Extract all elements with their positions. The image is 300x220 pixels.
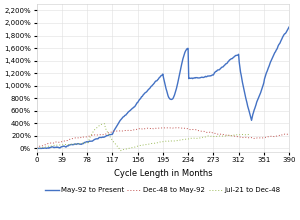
Line: Dec-48 to May-92: Dec-48 to May-92 (37, 128, 289, 148)
May-92 to Present (272, 54, 275, 57)
Dec-48 to May-92 (272, 135, 276, 138)
May-92 to Present (199, 76, 202, 79)
May-92 to Present (91, 139, 95, 142)
May-92 to Present (256, 98, 260, 101)
May-92 to Present (245, 102, 249, 104)
Jul-21 to Dec-48 (119, 149, 123, 152)
Dec-48 to May-92 (115, 130, 119, 132)
Dec-48 to May-92 (257, 137, 260, 139)
May-92 to Present (115, 125, 119, 127)
Dec-48 to May-92 (175, 126, 178, 129)
Dec-48 to May-92 (287, 133, 291, 135)
Jul-21 to Dec-48 (52, 144, 55, 147)
Dec-48 to May-92 (91, 134, 95, 137)
Jul-21 to Dec-48 (241, 133, 245, 136)
Dec-48 to May-92 (35, 147, 38, 149)
Dec-48 to May-92 (199, 130, 203, 132)
Jul-21 to Dec-48 (35, 147, 38, 150)
Jul-21 to Dec-48 (103, 123, 106, 125)
May-92 to Present (287, 26, 291, 28)
Jul-21 to Dec-48 (248, 133, 251, 136)
Legend: May-92 to Present, Dec-48 to May-92, Jul-21 to Dec-48: May-92 to Present, Dec-48 to May-92, Jul… (42, 184, 284, 196)
Line: Jul-21 to Dec-48: Jul-21 to Dec-48 (37, 124, 250, 151)
Jul-21 to Dec-48 (169, 140, 173, 142)
Line: May-92 to Present: May-92 to Present (37, 27, 289, 148)
Jul-21 to Dec-48 (40, 146, 44, 149)
X-axis label: Cycle Length in Months: Cycle Length in Months (113, 169, 212, 178)
May-92 to Present (35, 147, 38, 150)
Jul-21 to Dec-48 (223, 135, 226, 138)
Jul-21 to Dec-48 (59, 144, 62, 146)
Dec-48 to May-92 (246, 137, 249, 139)
